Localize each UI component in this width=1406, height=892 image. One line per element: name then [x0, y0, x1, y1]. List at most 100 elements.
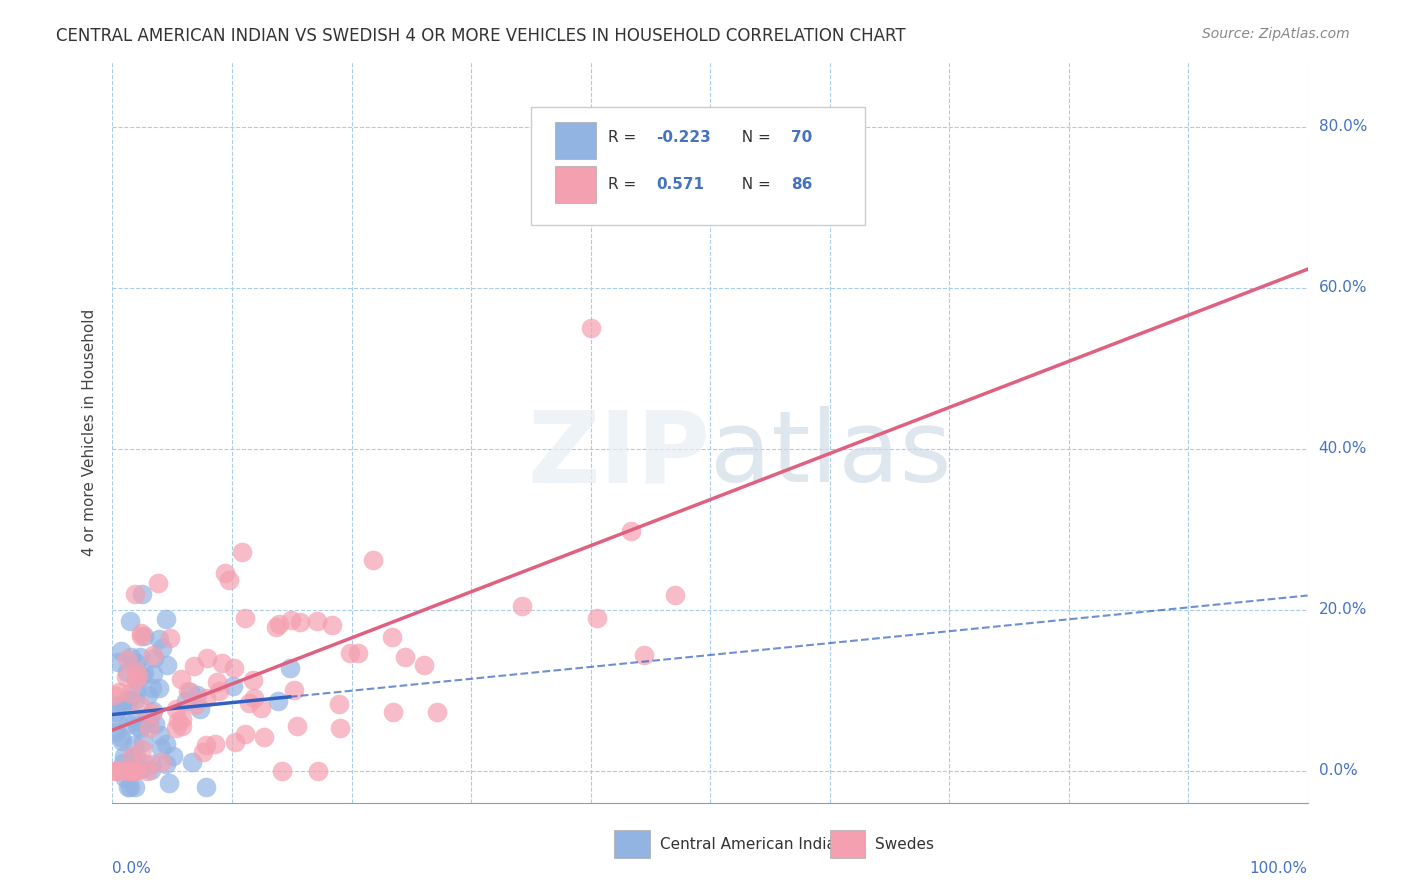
- Point: [214, 566, 236, 580]
- Point: [205, 675, 228, 690]
- Text: 86: 86: [792, 178, 813, 192]
- Point: [122, 764, 145, 778]
- Point: [412, 657, 434, 672]
- Point: [170, 672, 193, 686]
- Point: [278, 661, 301, 675]
- Point: [138, 721, 160, 735]
- Point: [112, 749, 135, 764]
- Point: [193, 745, 215, 759]
- Point: [186, 688, 208, 702]
- Point: [148, 632, 170, 647]
- Point: [180, 755, 202, 769]
- Point: [339, 646, 361, 660]
- Point: [105, 714, 128, 729]
- Text: 40.0%: 40.0%: [1319, 442, 1367, 456]
- Point: [115, 652, 138, 666]
- Point: [142, 667, 165, 681]
- Point: [125, 749, 148, 764]
- Point: [328, 697, 350, 711]
- Point: [586, 611, 609, 625]
- Point: [579, 321, 602, 335]
- Point: [118, 614, 141, 628]
- Point: [132, 734, 155, 748]
- Point: [195, 780, 218, 794]
- Point: [222, 661, 245, 675]
- Point: [620, 524, 643, 539]
- Point: [110, 733, 132, 747]
- Point: [135, 713, 157, 727]
- Text: 100.0%: 100.0%: [1250, 861, 1308, 876]
- Point: [129, 698, 152, 713]
- Point: [125, 684, 148, 698]
- Point: [231, 545, 253, 559]
- Point: [139, 764, 162, 778]
- Point: [121, 749, 143, 764]
- Point: [155, 757, 177, 772]
- Point: [172, 719, 194, 733]
- Point: [264, 620, 287, 634]
- Point: [120, 780, 142, 794]
- Point: [117, 717, 139, 731]
- Point: [208, 684, 231, 698]
- Point: [125, 673, 148, 687]
- Point: [117, 692, 139, 706]
- Point: [114, 764, 136, 778]
- Point: [125, 672, 148, 686]
- Point: [117, 780, 139, 794]
- Point: [149, 740, 172, 755]
- Point: [107, 685, 129, 699]
- FancyBboxPatch shape: [830, 830, 866, 858]
- Point: [125, 656, 148, 670]
- Point: [250, 701, 273, 715]
- Point: [112, 698, 135, 713]
- Point: [288, 615, 311, 629]
- Point: [267, 616, 290, 631]
- Point: [174, 694, 197, 708]
- Point: [134, 629, 156, 643]
- Point: [136, 764, 159, 778]
- Point: [131, 669, 153, 683]
- Point: [770, 192, 793, 206]
- Text: 0.0%: 0.0%: [112, 861, 152, 876]
- Point: [222, 679, 245, 693]
- Point: [150, 756, 173, 770]
- Text: 70: 70: [792, 130, 813, 145]
- Point: [108, 763, 131, 777]
- Text: 60.0%: 60.0%: [1319, 280, 1367, 295]
- Point: [136, 688, 159, 702]
- Point: [114, 670, 136, 684]
- Point: [285, 719, 308, 733]
- Point: [510, 599, 533, 613]
- Point: [195, 651, 218, 665]
- Point: [305, 614, 328, 628]
- Text: 20.0%: 20.0%: [1319, 602, 1367, 617]
- Point: [115, 665, 138, 679]
- Point: [235, 611, 257, 625]
- Point: [188, 702, 211, 716]
- Text: N =: N =: [731, 130, 775, 145]
- Point: [157, 775, 180, 789]
- Point: [218, 573, 240, 587]
- Text: Central American Indians: Central American Indians: [659, 837, 853, 852]
- Text: -0.223: -0.223: [657, 130, 711, 145]
- Point: [129, 629, 152, 643]
- Point: [129, 762, 152, 776]
- Point: [124, 780, 146, 794]
- Y-axis label: 4 or more Vehicles in Household: 4 or more Vehicles in Household: [82, 309, 97, 557]
- Point: [110, 731, 132, 745]
- Point: [633, 648, 655, 662]
- Point: [141, 681, 163, 695]
- Point: [664, 589, 686, 603]
- Point: [103, 688, 125, 702]
- Point: [143, 651, 166, 665]
- Point: [243, 691, 266, 706]
- Point: [122, 739, 145, 753]
- Point: [142, 704, 165, 718]
- Point: [159, 631, 181, 645]
- Text: 80.0%: 80.0%: [1319, 120, 1367, 135]
- Point: [329, 721, 352, 735]
- Point: [138, 714, 160, 729]
- Text: atlas: atlas: [710, 407, 952, 503]
- Point: [104, 705, 127, 719]
- Point: [177, 684, 200, 698]
